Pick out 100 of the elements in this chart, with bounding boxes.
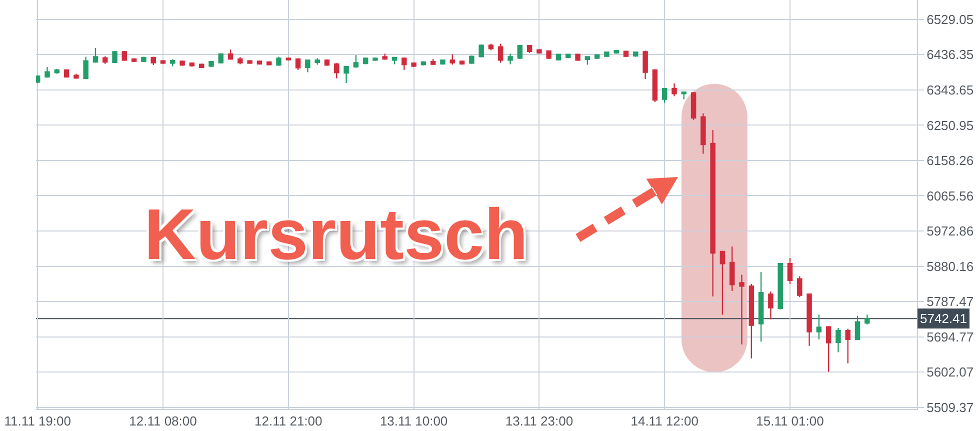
candlestick — [44, 66, 50, 78]
x-tick-label: 12.11 08:00 — [129, 414, 197, 429]
candlestick — [836, 327, 841, 353]
candlestick — [778, 262, 783, 310]
candlestick — [411, 62, 416, 68]
candlestick — [508, 53, 513, 65]
candlestick — [720, 250, 726, 316]
y-tick-label: 6158.26 — [926, 153, 974, 168]
candlestick — [247, 60, 252, 65]
candlestick — [710, 130, 716, 297]
candlestick — [739, 274, 744, 345]
y-tick-label: 6065.56 — [926, 188, 974, 204]
candlestick — [642, 50, 648, 80]
x-tick-label: 14.11 12:00 — [630, 414, 698, 429]
x-tick-label: 15.11 01:00 — [756, 414, 824, 429]
y-tick-label: 6250.95 — [926, 118, 974, 133]
annotation: Kursrutsch — [144, 195, 528, 275]
candlestick — [633, 51, 638, 58]
candlestick — [681, 91, 687, 100]
candlestick — [566, 53, 571, 59]
candlestick — [690, 91, 696, 120]
candlestick — [594, 54, 600, 60]
ref-line-label: 5742.41 — [920, 311, 967, 326]
y-tick-label: 5694.77 — [926, 329, 974, 344]
y-tick-label: 6529.05 — [926, 12, 974, 27]
candlestick — [517, 44, 523, 60]
candlestick — [64, 68, 70, 78]
candlestick — [536, 48, 542, 54]
candlestick — [92, 47, 98, 64]
candlestick — [604, 51, 610, 58]
candlestick — [440, 59, 446, 66]
candlestick — [806, 292, 812, 346]
candlestick — [314, 58, 320, 66]
candlestick — [575, 53, 580, 62]
candlestick — [295, 58, 301, 71]
candlestick — [672, 82, 677, 97]
candlestick — [459, 60, 465, 66]
candlestick — [344, 65, 349, 84]
candlestick — [787, 257, 793, 284]
candlestick — [382, 53, 388, 60]
candlestick — [141, 56, 146, 63]
candlestick — [362, 56, 368, 65]
candlestick — [526, 44, 532, 54]
candlestick — [469, 54, 474, 65]
candlestick — [546, 50, 552, 60]
candlestick — [150, 56, 156, 66]
candlestick — [228, 48, 234, 60]
candlestick — [286, 56, 292, 62]
candlestick — [189, 62, 195, 68]
candlestick — [112, 50, 118, 64]
candlestick — [430, 58, 436, 66]
candlestick — [864, 314, 870, 326]
y-tick-label: 6343.65 — [926, 82, 974, 98]
y-tick-label: 5602.07 — [926, 364, 974, 380]
candlestick — [614, 49, 619, 54]
candlestick — [170, 58, 176, 67]
candlestick — [74, 73, 79, 80]
candlestick — [180, 60, 185, 66]
candlestick — [662, 87, 668, 104]
y-tick-label: 5880.16 — [926, 258, 974, 274]
x-tick-label: 12.11 21:00 — [254, 414, 322, 429]
candlestick — [826, 325, 832, 372]
candlestick — [198, 62, 204, 69]
candlestick — [256, 60, 262, 66]
candlestick — [748, 283, 754, 359]
candlestick — [488, 43, 494, 51]
y-tick-label: 5787.47 — [926, 294, 974, 310]
candlestick — [276, 56, 282, 66]
candlestick — [768, 290, 774, 320]
candlestick — [450, 54, 456, 66]
candlestick — [372, 56, 378, 62]
x-tick-label: 13.11 23:00 — [505, 414, 574, 429]
candlestick — [266, 60, 272, 66]
candlestick — [584, 56, 590, 66]
candlestick — [83, 56, 88, 80]
candlestick — [54, 68, 60, 74]
candlestick — [305, 59, 310, 73]
y-tick-label: 5972.86 — [926, 224, 974, 239]
candlestick — [854, 315, 860, 341]
candlestick — [845, 328, 850, 364]
candlestick — [208, 60, 214, 68]
candlestick — [556, 53, 562, 62]
candlestick — [700, 112, 706, 154]
candlestick — [334, 62, 340, 79]
candlestick — [353, 54, 359, 68]
x-tick-label: 11.11 19:00 — [4, 414, 71, 429]
candlestick — [238, 56, 243, 65]
candlestick — [758, 271, 764, 342]
candlestick — [797, 276, 802, 298]
candlestick — [420, 60, 426, 66]
y-tick-label: 6436.35 — [926, 47, 974, 62]
candlestick — [392, 56, 398, 65]
y-tick-label: 5509.37 — [926, 400, 974, 415]
candlestick — [122, 50, 128, 62]
candlestick — [102, 56, 108, 65]
candlestick — [816, 314, 822, 340]
candlestick — [218, 52, 224, 64]
candlestick — [36, 74, 40, 84]
candlestick — [729, 246, 735, 292]
candlestick — [402, 56, 407, 71]
